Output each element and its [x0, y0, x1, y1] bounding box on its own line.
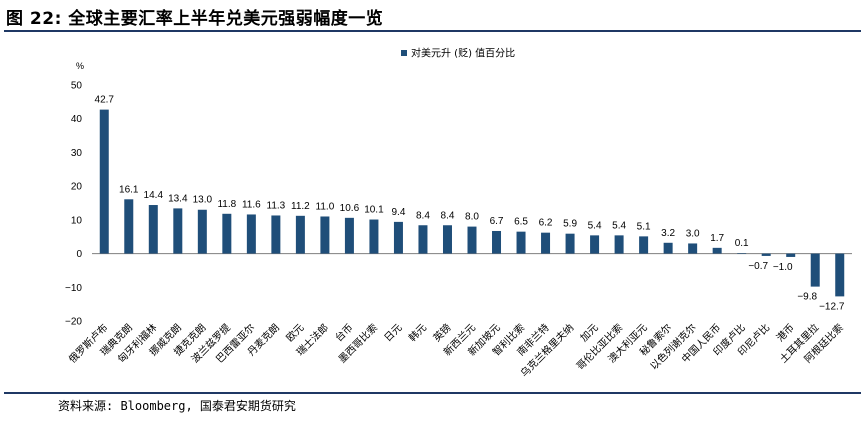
- bar: [810, 253, 820, 287]
- bar: [197, 209, 207, 254]
- legend: 对美元升 (贬) 值百分比: [401, 47, 515, 60]
- y-tick-label: 50: [71, 81, 83, 92]
- y-tick-label: 0: [76, 249, 82, 260]
- bar: [393, 221, 403, 254]
- bar: [418, 225, 428, 254]
- source-note: 资料来源: Bloomberg, 国泰君安期货研究: [58, 399, 296, 413]
- bar: [614, 235, 624, 254]
- bar: [222, 213, 232, 254]
- bar: [148, 205, 158, 254]
- category-label: 欧元: [284, 322, 307, 345]
- category-label: 英镑: [430, 321, 453, 344]
- bar: [99, 109, 109, 254]
- figure-title: 图 22: 全球主要汇率上半年兑美元强弱幅度一览: [6, 9, 384, 29]
- bar: [712, 247, 722, 254]
- data-label: 1.7: [710, 233, 724, 244]
- bar: [541, 232, 551, 254]
- data-label: −12.7: [819, 301, 845, 312]
- plot-area: 42.7俄罗斯卢布16.1瑞典克朗14.4匈牙利福林13.4挪威克朗13.0捷克…: [66, 95, 852, 380]
- data-label: 6.7: [490, 216, 504, 227]
- category-label: 加元: [578, 322, 601, 345]
- data-label: 42.7: [95, 95, 115, 106]
- bar: [246, 214, 256, 254]
- data-label: 13.0: [193, 195, 213, 206]
- data-label: 6.5: [514, 217, 528, 228]
- data-label: 0.1: [735, 238, 749, 249]
- data-label: −9.8: [797, 292, 817, 303]
- title-divider: [4, 30, 861, 32]
- y-tick-label: 30: [71, 148, 83, 159]
- data-label: 11.2: [291, 201, 310, 212]
- bar: [737, 253, 747, 254]
- bar: [344, 217, 354, 254]
- category-label: 台币: [332, 321, 355, 344]
- data-label: 8.4: [441, 210, 455, 221]
- bar: [467, 226, 477, 254]
- y-tick-label: −10: [65, 283, 82, 294]
- data-label: 5.4: [612, 220, 626, 231]
- data-label: 3.2: [661, 228, 675, 239]
- category-label: 韩元: [406, 321, 429, 344]
- data-label: 3.0: [686, 228, 700, 239]
- data-label: 11.6: [242, 199, 261, 210]
- y-tick-label: 10: [71, 215, 83, 226]
- bar: [835, 253, 845, 297]
- data-label: 8.4: [416, 210, 430, 221]
- bar: [442, 225, 452, 254]
- category-label: 俄罗斯卢布: [66, 321, 111, 366]
- bar: [590, 235, 600, 254]
- bar: [639, 236, 649, 254]
- y-unit-label: %: [76, 61, 84, 71]
- y-tick-label: −20: [65, 317, 82, 328]
- data-label: 5.4: [588, 220, 602, 231]
- bar: [295, 215, 305, 254]
- legend-label: 对美元升 (贬) 值百分比: [411, 47, 515, 60]
- data-label: 11.0: [316, 201, 335, 212]
- data-label: 11.8: [217, 199, 236, 210]
- category-label: 港币: [774, 322, 797, 345]
- legend-swatch: [401, 50, 407, 56]
- bar: [369, 219, 379, 254]
- y-tick-label: 20: [71, 182, 83, 193]
- data-label: −0.7: [748, 261, 768, 272]
- data-label: 10.6: [340, 203, 360, 214]
- y-tick-label: 40: [71, 114, 83, 125]
- data-label: 16.1: [119, 184, 139, 195]
- data-label: 5.9: [563, 219, 577, 230]
- data-label: 8.0: [465, 212, 479, 223]
- data-label: 6.2: [539, 218, 553, 229]
- data-label: 13.4: [168, 193, 188, 204]
- data-label: −1.0: [773, 262, 793, 273]
- data-label: 9.4: [391, 207, 405, 218]
- data-label: 14.4: [144, 190, 164, 201]
- bar: [320, 216, 330, 254]
- footer-divider: [4, 392, 861, 394]
- data-label: 11.3: [267, 200, 286, 211]
- bar: [173, 208, 183, 254]
- bar: [761, 253, 771, 256]
- bar: [663, 242, 673, 254]
- category-label: 日元: [383, 322, 405, 344]
- data-label: 5.1: [637, 221, 651, 232]
- bar: [565, 233, 575, 254]
- bar: [688, 243, 698, 254]
- y-axis: 50 40 30 20 10 0 −10 −20: [65, 81, 82, 328]
- bar: [492, 230, 502, 254]
- bar: [516, 231, 526, 254]
- bar: [271, 215, 281, 254]
- bar: [124, 199, 134, 254]
- data-label: 10.1: [364, 205, 384, 216]
- bar: [786, 253, 796, 257]
